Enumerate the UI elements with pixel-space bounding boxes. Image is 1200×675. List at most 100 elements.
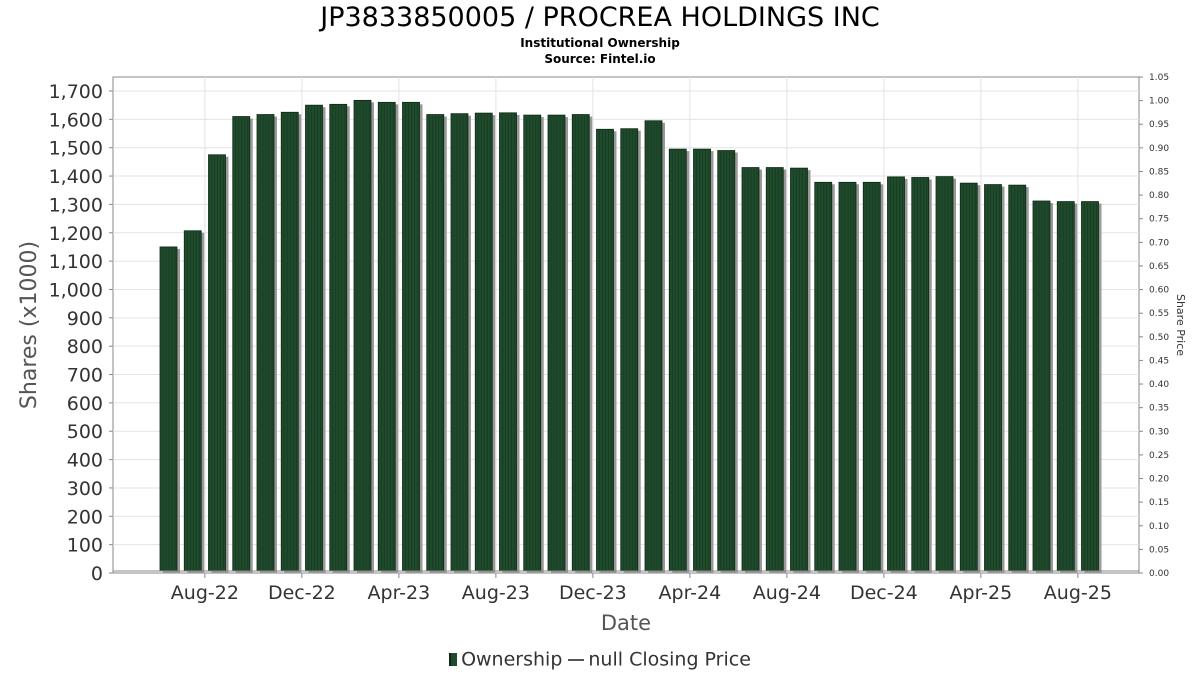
x-tick-label: Apr-24 <box>659 582 722 604</box>
bar <box>984 184 1005 574</box>
y2-tick-label: 0.50 <box>1149 333 1169 343</box>
x-axis-label: Date <box>601 611 651 635</box>
y-tick-label: 800 <box>67 336 103 358</box>
x-tick-label: Aug-25 <box>1044 582 1112 604</box>
y-axis: 0 100 200 300 400 500 600 700 800 900 1,000 1,100 1,… <box>49 81 1139 585</box>
bar <box>280 111 302 573</box>
bar <box>183 230 205 573</box>
bar-body <box>232 116 251 572</box>
bar <box>1081 201 1102 573</box>
y2-axis-label: Share Price <box>1174 294 1187 356</box>
bar <box>790 167 811 573</box>
bar <box>814 181 835 574</box>
y-tick-label: 1,000 <box>49 279 103 301</box>
x-axis: Aug-22 Dec-22 Apr-23 Aug-23 Dec-23 Apr-24 Aug-… <box>171 573 1112 604</box>
bar <box>838 181 859 574</box>
bar-body <box>741 167 760 572</box>
bar <box>329 103 350 574</box>
bar <box>717 150 738 573</box>
bar-body <box>280 111 299 572</box>
y2-tick-label: 0.40 <box>1149 380 1169 390</box>
bar-body <box>571 114 590 572</box>
x-tick-label: Apr-23 <box>368 582 431 604</box>
bar <box>1056 201 1078 573</box>
bar <box>571 114 593 573</box>
legend-ownership-label: Ownership <box>461 648 563 671</box>
bar <box>620 128 641 573</box>
bar-body <box>523 114 542 572</box>
y2-tick-label: 0.65 <box>1149 262 1169 272</box>
y-tick-label: 1,500 <box>49 138 103 160</box>
bar-body <box>984 184 1002 572</box>
chart-title: JP3833850005 / PROCREA HOLDINGS INC <box>320 2 880 33</box>
bar <box>1032 200 1053 574</box>
bar <box>353 99 374 573</box>
y-tick-label: 700 <box>67 365 103 387</box>
bar <box>911 177 932 573</box>
x-tick-label: Aug-23 <box>462 582 530 604</box>
x-tick-label: Dec-24 <box>850 582 918 604</box>
bar <box>644 120 665 573</box>
bar <box>547 114 568 573</box>
bar-body <box>693 148 711 572</box>
price-line-swatch-icon <box>568 658 585 661</box>
y2-tick-label: 0.60 <box>1149 286 1169 296</box>
y2-tick-label: 0.20 <box>1149 475 1169 485</box>
bar-body <box>426 114 445 572</box>
bar-body <box>329 103 348 572</box>
y-tick-label: 1,300 <box>49 194 103 216</box>
x-tick-label: Apr-25 <box>950 582 1013 604</box>
y2-tick-label: 0.45 <box>1149 356 1169 366</box>
bar-body <box>596 128 614 572</box>
bar <box>232 116 253 574</box>
y-tick-label: 900 <box>67 308 103 330</box>
bar-body <box>159 246 178 572</box>
bar-body <box>450 113 469 572</box>
bar <box>474 112 496 573</box>
x-tick-label: Dec-22 <box>268 582 336 604</box>
bar <box>741 167 762 573</box>
y2-tick-label: 0.05 <box>1149 545 1169 555</box>
y-tick-label: 400 <box>67 450 103 472</box>
bar-body <box>402 101 420 572</box>
bar-body <box>474 112 493 572</box>
bar-body <box>547 114 566 572</box>
y2-tick-label: 1.00 <box>1149 97 1169 107</box>
chart-source: Source: Fintel.io <box>544 52 656 66</box>
y2-tick-label: 0.55 <box>1149 309 1169 319</box>
bar-body <box>765 167 784 572</box>
y2-tick-label: 0.95 <box>1149 120 1169 130</box>
y-tick-label: 1,200 <box>49 223 103 245</box>
y-tick-label: 1,100 <box>49 251 103 273</box>
x-tick-label: Aug-22 <box>171 582 239 604</box>
bar <box>1008 184 1029 573</box>
bar-body <box>838 181 857 572</box>
y2-tick-label: 0.80 <box>1149 191 1169 201</box>
bar-body <box>377 101 396 572</box>
bar <box>887 176 908 573</box>
bar-body <box>499 112 517 572</box>
y2-tick-label: 0.75 <box>1149 215 1169 225</box>
bar-body <box>256 114 275 572</box>
bar <box>523 114 544 573</box>
bar-body <box>183 230 202 572</box>
bar <box>668 148 690 573</box>
bar <box>959 182 981 573</box>
bar <box>402 101 423 573</box>
bar-body <box>911 177 930 572</box>
bar <box>499 112 520 574</box>
bar-body <box>305 104 323 572</box>
bar-body <box>717 150 736 572</box>
legend: Ownership null Closing Price <box>0 648 1200 671</box>
y2-tick-label: 0.10 <box>1149 522 1169 532</box>
bar <box>377 101 399 573</box>
chart-subtitle: Institutional Ownership <box>520 36 680 50</box>
bar-body <box>862 181 881 572</box>
bar-body <box>790 167 808 572</box>
bar-body <box>935 176 954 572</box>
legend-price-label: null Closing Price <box>588 648 751 671</box>
bar <box>862 181 884 574</box>
bar <box>693 148 714 573</box>
bar <box>935 176 956 573</box>
